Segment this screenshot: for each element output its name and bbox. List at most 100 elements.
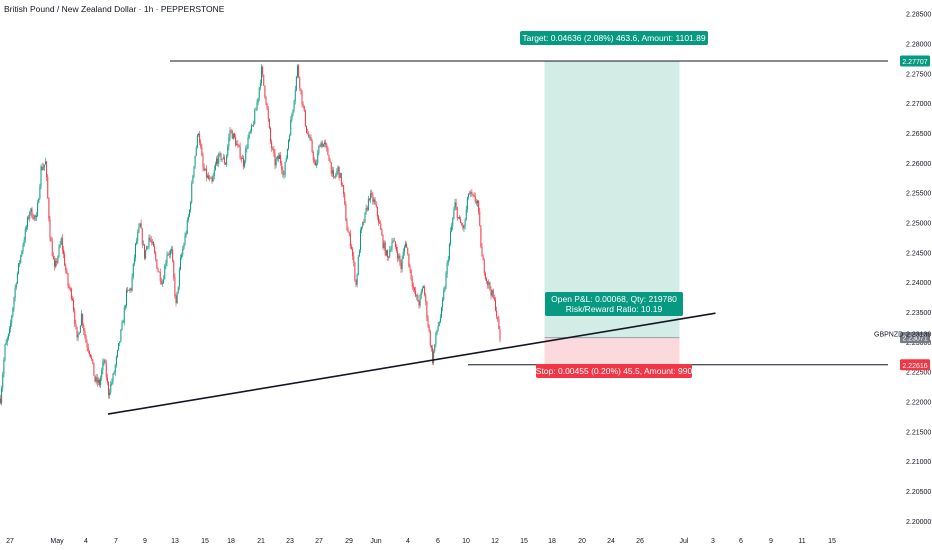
candle-body — [219, 153, 221, 155]
pnl-label-line-1: Open P&L: 0.00068, Qty: 219780 — [551, 294, 677, 304]
candle-body — [246, 148, 248, 150]
candle-body — [178, 269, 180, 287]
candle-body — [174, 277, 176, 296]
x-tick-label: 4 — [84, 538, 88, 545]
candle-body — [388, 256, 390, 258]
candle-body — [483, 260, 485, 274]
candle-body — [66, 270, 68, 274]
candle-body — [375, 204, 377, 207]
candle-body — [93, 362, 95, 376]
candle-body — [308, 133, 310, 138]
candle-body — [226, 155, 228, 165]
x-tick-label: 24 — [607, 538, 615, 545]
candle-body — [204, 168, 206, 171]
candle-body — [7, 333, 9, 339]
candle-body — [469, 193, 471, 195]
candle-body — [47, 176, 49, 199]
candle-body — [482, 256, 484, 261]
y-tick-label: 2.27500 — [906, 71, 931, 78]
x-tick-label: 23 — [286, 538, 294, 545]
candle-body — [279, 155, 280, 159]
candle-body — [255, 109, 257, 111]
candle-body — [3, 360, 5, 375]
candle-body — [64, 254, 66, 266]
candle-body — [360, 230, 361, 251]
y-tick-label: 2.27000 — [906, 101, 931, 108]
candle-body — [115, 356, 117, 365]
candle-body — [419, 295, 421, 306]
candle-body — [284, 161, 286, 175]
candle-body — [391, 241, 393, 250]
candle-body — [398, 255, 400, 259]
candle-body — [97, 380, 99, 383]
candle-body — [211, 177, 213, 182]
candle-body — [412, 286, 414, 288]
candle-body — [487, 281, 489, 285]
candle-body — [324, 142, 325, 144]
candle-body — [366, 207, 368, 210]
candle-body — [195, 147, 197, 156]
candle-body — [397, 250, 399, 259]
candle-body — [190, 202, 192, 210]
candle-body — [142, 244, 144, 246]
candle-body — [490, 289, 492, 296]
candle-body — [221, 159, 223, 160]
candle-body — [172, 249, 174, 262]
candle-body — [78, 332, 80, 335]
candle-body — [168, 254, 170, 255]
candle-body — [183, 244, 185, 250]
candle-body — [303, 105, 305, 111]
candle-body — [342, 184, 343, 186]
candle-body — [236, 143, 238, 146]
candle-body — [136, 241, 138, 244]
candle-body — [306, 125, 307, 133]
candle-body — [247, 137, 249, 149]
candle-body — [358, 250, 360, 257]
candle-body — [258, 87, 260, 98]
candle-body — [456, 207, 458, 219]
candle-body — [343, 185, 345, 194]
x-tick-label: 15 — [201, 538, 209, 545]
candle-body — [32, 217, 34, 220]
candle-body — [45, 161, 46, 165]
candle-body — [328, 155, 330, 161]
candle-body — [100, 377, 102, 386]
candle-body — [99, 380, 100, 386]
candle-body — [394, 241, 396, 247]
candle-body — [210, 177, 212, 179]
candle-body — [426, 301, 428, 318]
candle-body — [300, 88, 302, 91]
candle-body — [167, 254, 169, 255]
candle-body — [151, 241, 153, 243]
candle-body — [396, 246, 397, 251]
candle-body — [275, 159, 277, 166]
x-tick-label: Jun — [370, 538, 381, 545]
candle-body — [319, 146, 321, 147]
candle-body — [28, 217, 30, 219]
candle-body — [420, 291, 422, 296]
candle-body — [86, 342, 88, 348]
candle-body — [423, 286, 424, 289]
candle-body — [256, 102, 258, 110]
stop-label-bg — [536, 364, 692, 378]
candle-body — [24, 229, 26, 241]
candle-body — [351, 246, 352, 249]
candle-body — [137, 232, 139, 242]
candle-body — [444, 287, 446, 291]
candle-body — [217, 158, 219, 164]
candle-body — [252, 125, 253, 127]
candle-body — [227, 146, 229, 156]
candle-body — [128, 289, 130, 291]
candle-body — [54, 259, 55, 267]
candle-body — [114, 364, 116, 373]
candle-body — [434, 344, 436, 352]
candle-body — [475, 201, 477, 204]
candle-body — [105, 363, 107, 378]
y-tick-label: 2.21000 — [906, 459, 931, 466]
candle-body — [14, 287, 16, 298]
candle-body — [273, 149, 275, 154]
candle-body — [312, 152, 314, 161]
candle-body — [290, 119, 292, 136]
candle-body — [177, 286, 179, 292]
